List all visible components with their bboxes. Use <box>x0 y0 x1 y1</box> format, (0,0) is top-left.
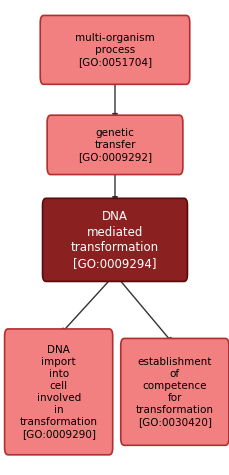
FancyBboxPatch shape <box>5 329 112 455</box>
Text: multi-organism
process
[GO:0051704]: multi-organism process [GO:0051704] <box>75 33 154 67</box>
Text: establishment
of
competence
for
transformation
[GO:0030420]: establishment of competence for transfor… <box>135 357 213 427</box>
FancyBboxPatch shape <box>47 115 182 175</box>
Text: DNA
import
into
cell
involved
in
transformation
[GO:0009290]: DNA import into cell involved in transfo… <box>19 345 97 439</box>
Text: genetic
transfer
[GO:0009292]: genetic transfer [GO:0009292] <box>78 128 151 162</box>
Text: DNA
mediated
transformation
[GO:0009294]: DNA mediated transformation [GO:0009294] <box>71 210 158 270</box>
FancyBboxPatch shape <box>40 15 189 85</box>
FancyBboxPatch shape <box>120 338 228 446</box>
FancyBboxPatch shape <box>42 199 187 281</box>
